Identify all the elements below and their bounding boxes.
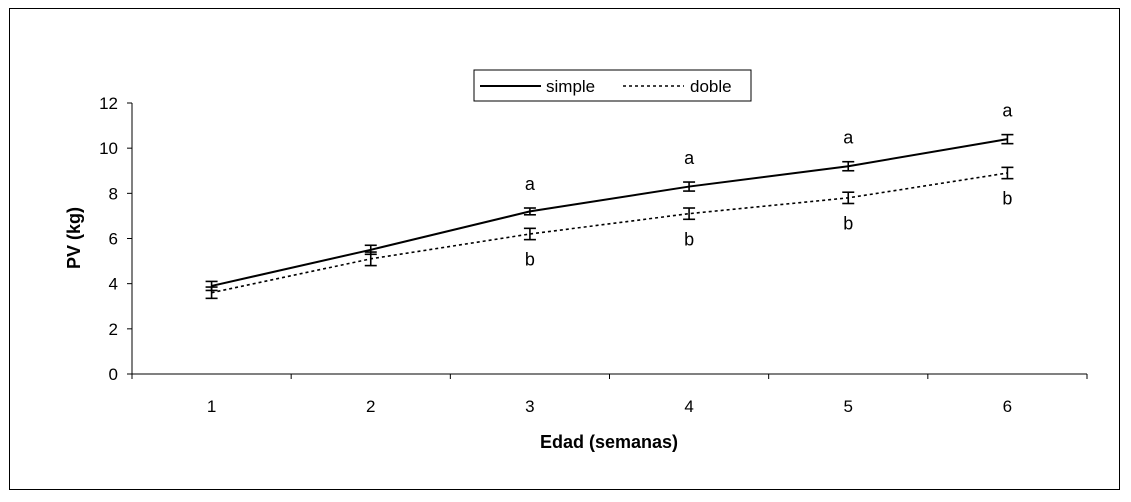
legend-label-simple: simple xyxy=(546,77,595,96)
y-tick-label: 2 xyxy=(109,320,118,339)
significance-label: a xyxy=(843,128,854,148)
error-bar xyxy=(842,191,855,205)
series-simple xyxy=(205,133,1014,292)
series-doble xyxy=(205,166,1014,300)
y-tick-label: 10 xyxy=(99,139,118,158)
significance-label: b xyxy=(1002,189,1012,209)
y-tick-label: 0 xyxy=(109,365,118,384)
legend: simple doble xyxy=(473,69,752,102)
x-axis-title: Edad (semanas) xyxy=(540,432,678,452)
series-layer xyxy=(205,133,1014,300)
error-bar xyxy=(683,181,696,192)
significance-label: a xyxy=(1002,101,1013,121)
series-line-simple xyxy=(211,138,1008,287)
significance-label: b xyxy=(843,213,853,233)
y-axis-title: PV (kg) xyxy=(64,207,84,269)
legend-label-doble: doble xyxy=(690,77,732,96)
error-bar xyxy=(1001,133,1014,145)
y-tick-label: 12 xyxy=(99,94,118,113)
error-bar xyxy=(205,286,218,300)
x-tick-label: 3 xyxy=(525,397,534,416)
error-bar xyxy=(683,207,696,221)
significance-label: b xyxy=(525,250,535,270)
error-bar xyxy=(842,160,855,172)
x-tick-label: 5 xyxy=(844,397,853,416)
x-tick-label: 2 xyxy=(366,397,375,416)
error-bar xyxy=(523,207,536,216)
y-tick-label: 8 xyxy=(109,184,118,203)
x-tick-label: 4 xyxy=(684,397,693,416)
error-bar xyxy=(364,251,377,267)
significance-label: a xyxy=(525,174,536,194)
error-bar xyxy=(1001,166,1014,180)
significance-labels: a a a a b b b b xyxy=(525,101,1014,270)
y-tick-label: 6 xyxy=(109,230,118,249)
y-tick-label: 4 xyxy=(109,275,118,294)
error-bar xyxy=(523,227,536,241)
significance-label: b xyxy=(684,229,694,249)
x-tick-label: 6 xyxy=(1003,397,1012,416)
x-tick-label: 1 xyxy=(207,397,216,416)
significance-label: a xyxy=(684,148,695,168)
series-line-doble xyxy=(211,172,1008,294)
